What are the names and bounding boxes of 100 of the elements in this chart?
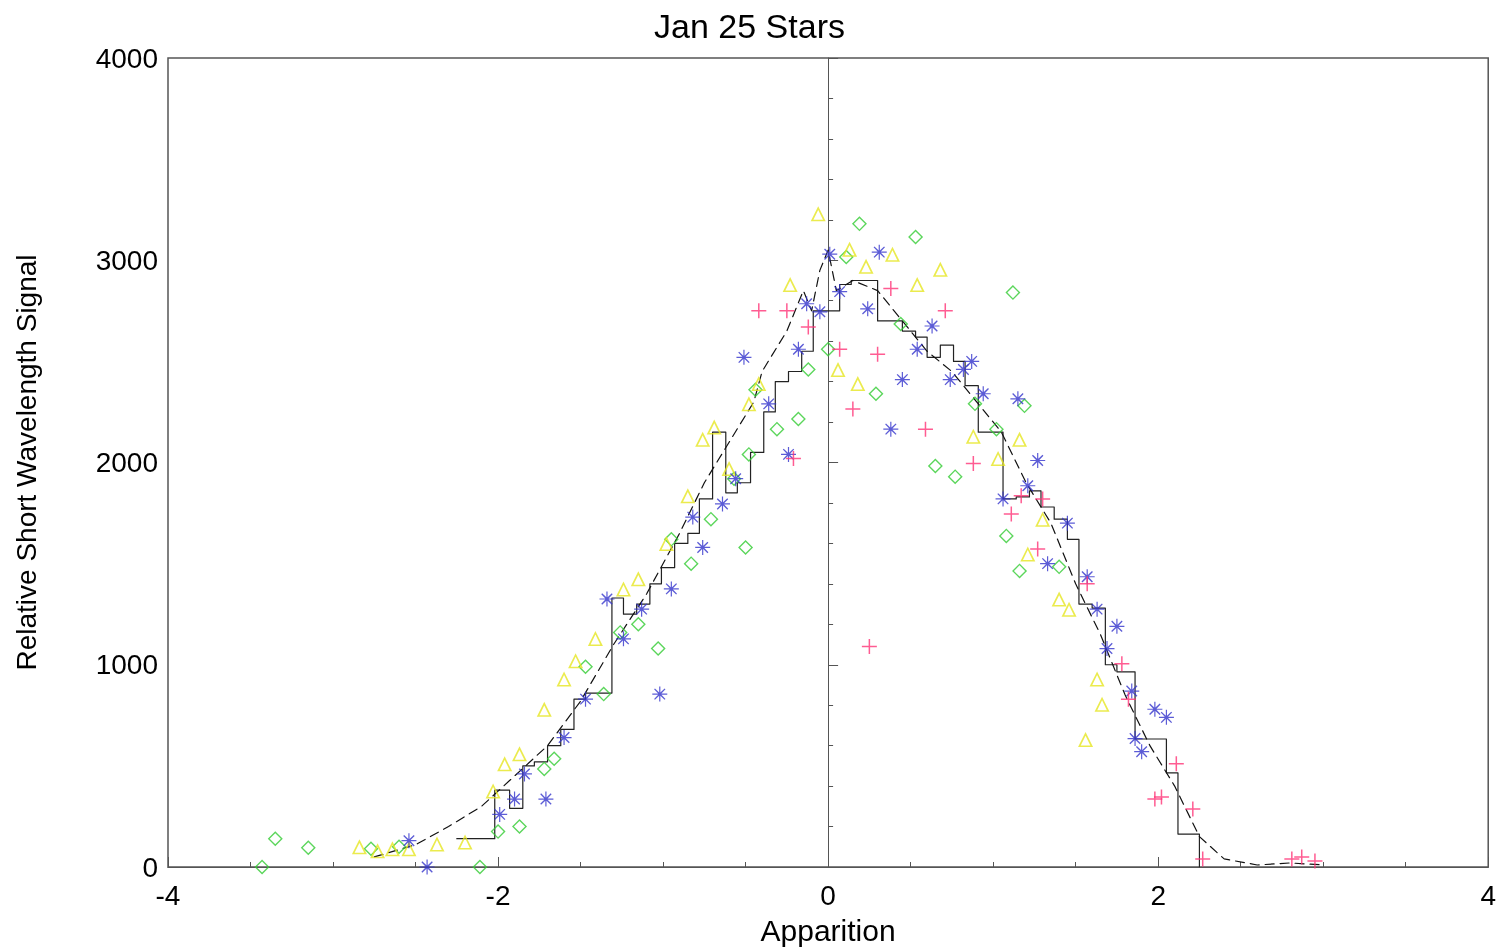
point	[883, 421, 899, 437]
point	[490, 824, 506, 840]
point	[779, 303, 795, 319]
point	[507, 791, 523, 807]
point	[351, 839, 367, 855]
point	[868, 386, 884, 402]
point	[908, 229, 924, 245]
point	[1016, 398, 1032, 414]
point	[1079, 576, 1095, 592]
point	[858, 258, 874, 274]
point	[429, 836, 445, 852]
point	[556, 730, 572, 746]
point	[894, 372, 910, 388]
point	[516, 766, 532, 782]
y-tick-label: 4000	[95, 42, 158, 74]
point	[615, 581, 631, 597]
point	[761, 396, 777, 412]
point	[790, 411, 806, 427]
y-axis-title: Relative Short Wavelength Signal	[10, 254, 42, 671]
point	[932, 261, 948, 277]
point	[748, 382, 763, 398]
point	[512, 819, 528, 835]
point	[1158, 709, 1174, 725]
point	[1124, 683, 1140, 699]
point	[1040, 556, 1056, 572]
point	[812, 304, 828, 320]
point	[790, 341, 806, 357]
point	[1120, 691, 1136, 707]
point	[965, 428, 981, 444]
y-tick-label: 0	[142, 851, 158, 883]
point	[832, 341, 848, 357]
point	[1061, 601, 1077, 617]
point	[1030, 541, 1046, 557]
point	[1005, 285, 1021, 301]
point	[860, 301, 876, 317]
point	[706, 419, 722, 435]
point	[650, 641, 666, 657]
point	[871, 244, 887, 260]
point	[741, 446, 757, 462]
point	[1089, 601, 1105, 617]
point	[578, 659, 594, 675]
point	[1099, 641, 1115, 657]
point	[1012, 563, 1028, 579]
point	[1153, 789, 1169, 805]
point	[1051, 591, 1067, 607]
y-tick-label: 2000	[95, 447, 158, 478]
point	[937, 303, 953, 319]
point	[769, 421, 785, 437]
point	[924, 318, 940, 334]
point	[1013, 488, 1029, 504]
point	[1134, 744, 1150, 760]
point	[842, 241, 858, 257]
point	[300, 840, 316, 856]
point	[1030, 452, 1046, 468]
point	[990, 450, 1006, 466]
point	[893, 316, 909, 332]
point	[1294, 849, 1310, 865]
point	[832, 284, 848, 300]
point	[630, 616, 646, 632]
point	[267, 831, 283, 847]
point	[384, 841, 400, 857]
point	[1094, 696, 1110, 712]
point	[1020, 546, 1036, 562]
point	[536, 761, 552, 777]
point	[1059, 515, 1075, 531]
point	[1035, 491, 1051, 507]
point	[652, 686, 668, 702]
point	[942, 372, 958, 388]
point	[1168, 756, 1184, 772]
point	[615, 631, 631, 647]
x-tick-label: 0	[820, 879, 836, 911]
point	[683, 556, 699, 572]
point	[1078, 732, 1094, 748]
x-tick-label: -2	[485, 879, 511, 911]
point	[1012, 431, 1028, 447]
point	[967, 396, 983, 412]
point	[851, 216, 867, 232]
point	[512, 746, 528, 762]
point	[1020, 478, 1036, 494]
point	[1185, 801, 1201, 817]
point	[578, 691, 594, 707]
point	[536, 701, 552, 717]
point	[401, 833, 417, 849]
point	[596, 686, 612, 702]
point	[909, 341, 925, 357]
x-tick-label: 2	[1150, 879, 1166, 911]
point	[685, 509, 701, 525]
point	[988, 421, 1004, 437]
point	[947, 469, 963, 485]
point	[419, 859, 435, 875]
point	[546, 751, 562, 767]
point	[599, 591, 615, 607]
point	[964, 353, 980, 369]
point	[799, 296, 815, 312]
point	[822, 246, 838, 262]
point	[800, 361, 816, 377]
point	[703, 511, 719, 527]
point	[1195, 851, 1211, 867]
y-tick-label: 1000	[95, 649, 158, 681]
point	[927, 458, 943, 474]
